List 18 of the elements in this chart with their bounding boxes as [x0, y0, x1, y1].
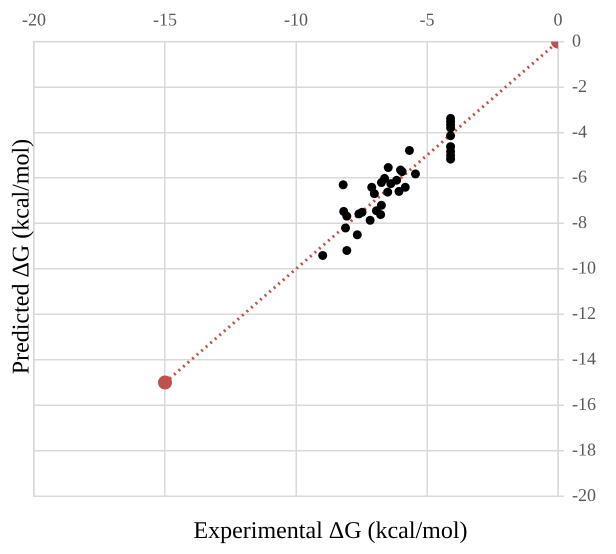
y-axis-title: Predicted ΔG (kcal/mol): [8, 138, 34, 374]
x-tick-label: -10: [284, 10, 308, 30]
y-tick-label: -20: [572, 484, 596, 505]
y-tick-label: -14: [572, 348, 596, 369]
y-tick-label: -6: [572, 166, 588, 187]
y-tick-label: -10: [572, 258, 596, 278]
y-tick-label: 0: [572, 30, 582, 50]
y-tick-label: -2: [572, 76, 588, 96]
x-axis-title: Experimental ΔG (kcal/mol): [192, 518, 468, 545]
x-tick-label: -20: [22, 10, 46, 30]
y-tick-label: -4: [572, 121, 588, 142]
y-tick-label: -18: [572, 439, 596, 460]
x-tick-label: -5: [420, 10, 435, 30]
x-tick-label: -15: [153, 10, 177, 30]
y-tick-label: -16: [572, 394, 596, 414]
x-tick-label: 0: [554, 10, 563, 30]
y-tick-label: -8: [572, 212, 588, 232]
y-tick-label: -12: [572, 303, 596, 324]
